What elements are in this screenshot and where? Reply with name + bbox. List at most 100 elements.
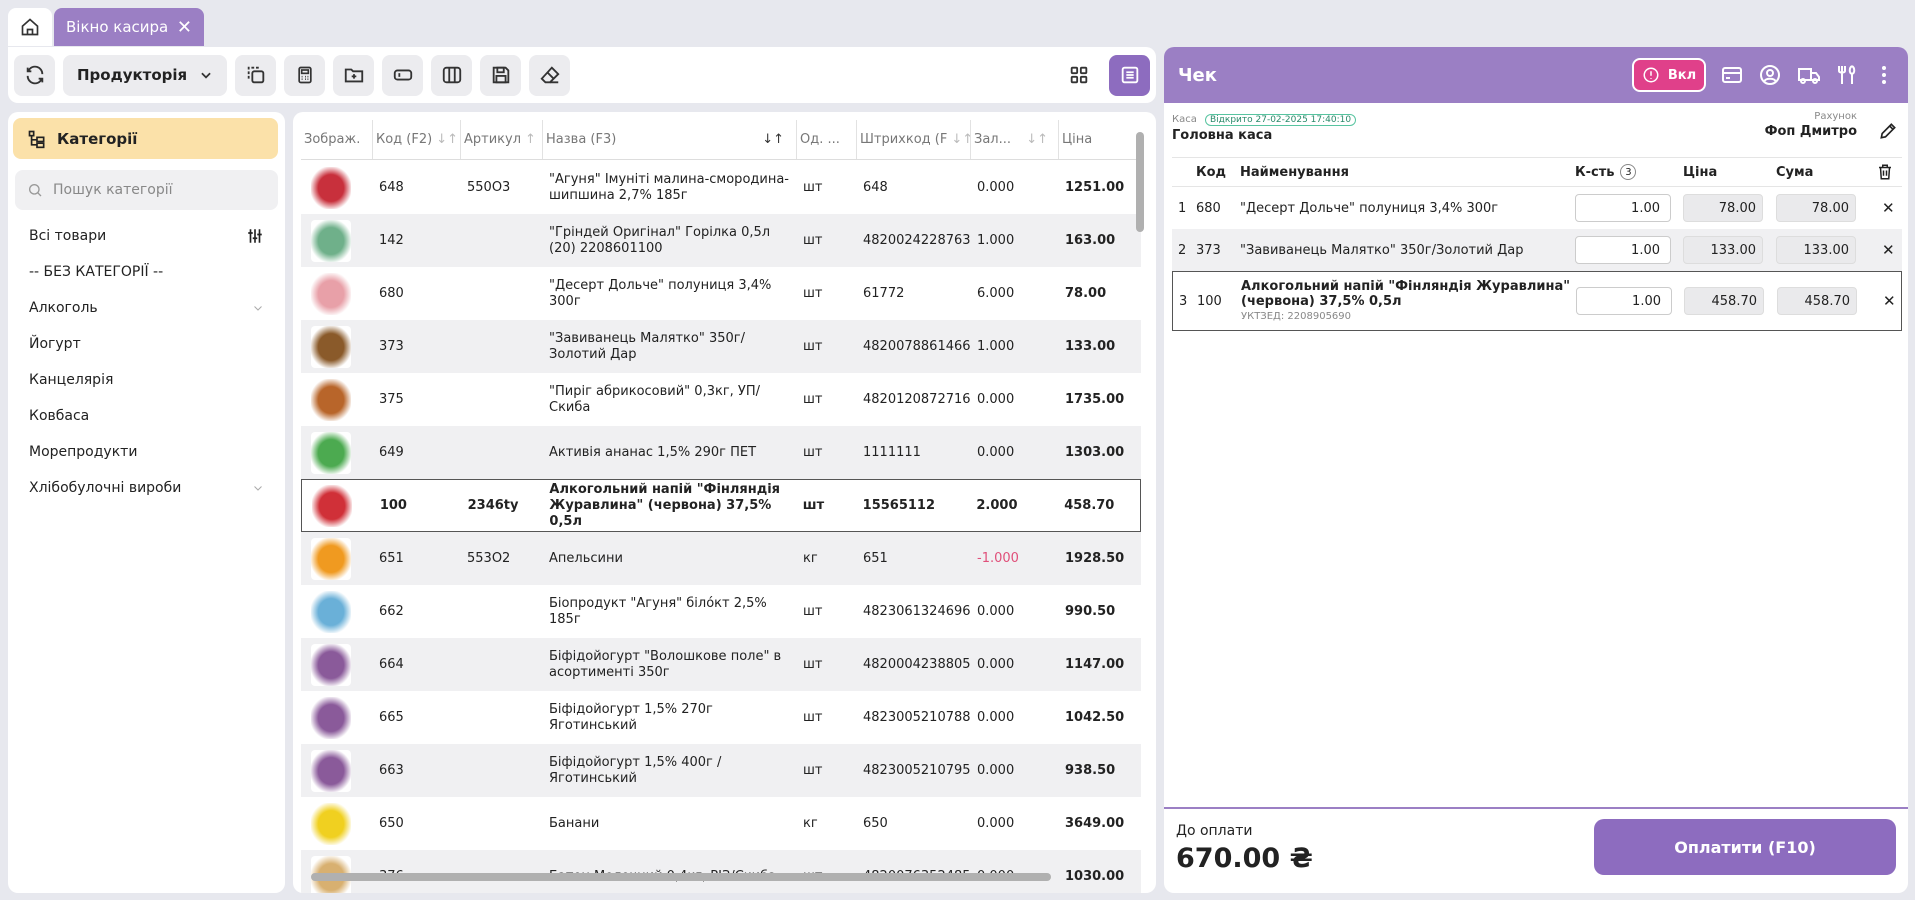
column-stock[interactable]: Зал... ↓↑ <box>971 120 1059 159</box>
table-row[interactable]: 663 Біфідойогурт 1,5% 400г /Яготинський шт… <box>301 744 1141 797</box>
filter-settings-icon[interactable] <box>246 227 264 245</box>
edit-icon[interactable] <box>1878 121 1898 141</box>
calculator-button[interactable] <box>284 54 326 96</box>
quantity-input[interactable]: 1.00 <box>1575 236 1671 264</box>
opened-badge: Відкрито 27-02-2025 17:40:10 <box>1205 114 1357 126</box>
category-list: Всі товари -- БЕЗ КАТЕГОРІЇ -- Алкоголь … <box>8 218 285 506</box>
column-label: Од. ... <box>800 132 840 147</box>
copy-button[interactable] <box>235 54 277 96</box>
truck-icon[interactable] <box>1796 63 1822 87</box>
product-barcode: 61772 <box>863 286 905 301</box>
category-item-sausage[interactable]: Ковбаса <box>8 398 285 434</box>
remove-row-icon[interactable]: ✕ <box>1883 292 1896 310</box>
horizontal-scrollbar[interactable] <box>311 872 1131 882</box>
product-thumbnail <box>311 537 351 580</box>
category-item-seafood[interactable]: Морепродукти <box>8 434 285 470</box>
column-barcode[interactable]: Штрихкод (F ↓↑ <box>857 120 971 159</box>
card-icon[interactable] <box>1720 63 1744 87</box>
column-name[interactable]: Назва (F3) ↓↑ <box>543 120 797 159</box>
product-name: Активія ананас 1,5% 290г ПЕТ <box>549 444 757 460</box>
categories-header[interactable]: Категорії <box>13 118 278 159</box>
toolbar: Продукторія <box>8 47 1156 103</box>
receipt-row[interactable]: 2 373 "Завиванець Малятко" 350г/Золотий Да… <box>1172 229 1902 271</box>
tag-icon <box>393 69 412 81</box>
category-label: Йогурт <box>29 336 81 352</box>
category-item-all[interactable]: Всі товари <box>8 218 285 254</box>
product-barcode: 648 <box>863 180 888 195</box>
table-row[interactable]: 142 "Гріндей Оригінал" Горілка 0,5л (20) … <box>301 214 1141 267</box>
table-row[interactable]: 648 550О3 "Агуня" Імуніті малина-смородина… <box>301 161 1141 214</box>
add-folder-button[interactable] <box>333 54 375 96</box>
receipt-row[interactable]: 3 100 Алкогольний напій "Фінляндія Журавли… <box>1172 271 1902 331</box>
category-item-stationery[interactable]: Канцелярія <box>8 362 285 398</box>
quantity-input[interactable]: 1.00 <box>1575 194 1671 222</box>
product-thumbnail <box>311 219 351 262</box>
receipt-row[interactable]: 1 680 "Десерт Дольче" полуниця 3,4% 300г 1.… <box>1172 187 1902 229</box>
table-row[interactable]: 375 "Пиріг абрикосовий" 0,3кг, УП/Скиба шт… <box>301 373 1141 426</box>
column-image[interactable]: Зображ. <box>301 120 373 159</box>
remove-row-icon[interactable]: ✕ <box>1882 199 1895 217</box>
product-price: 1042.50 <box>1065 710 1125 725</box>
columns-button[interactable] <box>431 54 473 96</box>
qty-count-badge: 3 <box>1620 164 1637 180</box>
tools-icon[interactable] <box>1836 63 1860 87</box>
table-row[interactable]: 665 Біфідойогурт 1,5% 270г Яготинський шт 4… <box>301 691 1141 744</box>
trash-icon[interactable] <box>1876 163 1894 181</box>
table-row[interactable]: 100 2346ty Алкогольний напій "Фінляндія Жу… <box>301 479 1141 532</box>
products-panel: Зображ. Код (F2) ↓↑ Артикул ↑ Назва (F3) ↓↑… <box>293 112 1156 893</box>
product-code: 375 <box>379 392 404 407</box>
table-row[interactable]: 649 Активія ананас 1,5% 290г ПЕТ шт 1111111… <box>301 426 1141 479</box>
list-view-button[interactable] <box>1109 54 1150 96</box>
column-unit[interactable]: Од. ... <box>797 120 857 159</box>
table-row[interactable]: 373 "Завиванець Малятко" 350г/Золотий Дар… <box>301 320 1141 373</box>
pay-button[interactable]: Оплатити (F10) <box>1594 819 1896 875</box>
label-button[interactable] <box>382 54 424 96</box>
category-search[interactable] <box>15 170 278 210</box>
sort-icon: ↓↑ <box>762 132 784 147</box>
close-tab-icon[interactable]: ✕ <box>176 16 192 38</box>
user-icon[interactable] <box>1758 63 1782 87</box>
category-item-alcohol[interactable]: Алкоголь <box>8 290 285 326</box>
product-price: 458.70 <box>1064 498 1115 513</box>
table-row[interactable]: 662 Біопродукт "Агуня" біло́кт 2,5% 185г ш… <box>301 585 1141 638</box>
column-article[interactable]: Артикул ↑ <box>461 120 543 159</box>
table-row[interactable]: 664 Біфідойогурт "Волошкове поле" в асорт… <box>301 638 1141 691</box>
refresh-button[interactable] <box>14 54 55 96</box>
product-unit: кг <box>803 551 818 566</box>
column-price[interactable]: Ціна <box>1059 120 1141 159</box>
product-unit: шт <box>803 233 823 248</box>
scroll-thumb[interactable] <box>311 873 1051 881</box>
save-button[interactable] <box>480 54 522 96</box>
category-search-input[interactable] <box>53 182 253 198</box>
tab-cashier-window[interactable]: Вікно касира ✕ <box>54 8 204 46</box>
price-field: 458.70 <box>1684 287 1764 315</box>
row-name-cell: "Завиванець Малятко" 350г/Золотий Дар <box>1240 243 1575 258</box>
scroll-thumb[interactable] <box>1136 132 1144 232</box>
more-vertical-icon[interactable] <box>1874 63 1894 87</box>
table-row[interactable]: 650 Банани кг 650 0.000 3649.00 <box>301 797 1141 850</box>
fiscal-toggle-button[interactable]: Вкл <box>1632 58 1706 92</box>
product-price: 163.00 <box>1065 233 1116 248</box>
product-image <box>301 643 373 686</box>
category-item-bakery[interactable]: Хлібобулочні вироби <box>8 470 285 506</box>
product-stock: 0.000 <box>977 763 1015 778</box>
quantity-input[interactable]: 1.00 <box>1576 287 1672 315</box>
category-label: -- БЕЗ КАТЕГОРІЇ -- <box>29 264 164 280</box>
grid-view-button[interactable] <box>1058 55 1099 96</box>
category-item-uncategorized[interactable]: -- БЕЗ КАТЕГОРІЇ -- <box>8 254 285 290</box>
table-row[interactable]: 680 "Десерт Дольче" полуниця 3,4% 300г шт 6… <box>301 267 1141 320</box>
product-code: 651 <box>379 551 404 566</box>
row-number: 2 <box>1178 242 1187 258</box>
category-item-yogurt[interactable]: Йогурт <box>8 326 285 362</box>
remove-row-icon[interactable]: ✕ <box>1882 241 1895 259</box>
receipt-footer: До оплати 670.00 ₴ Оплатити (F10) <box>1164 807 1908 893</box>
eraser-button[interactable] <box>529 54 571 96</box>
product-unit: шт <box>803 392 823 407</box>
table-row[interactable]: 651 553О2 Апельсини кг 651 -1.000 1928.50 <box>301 532 1141 585</box>
vertical-scrollbar[interactable] <box>1136 122 1144 892</box>
product-thumbnail <box>312 484 352 527</box>
home-tab[interactable] <box>8 8 52 46</box>
product-image <box>301 166 373 209</box>
catalog-select[interactable]: Продукторія <box>63 54 228 96</box>
column-code[interactable]: Код (F2) ↓↑ <box>373 120 461 159</box>
